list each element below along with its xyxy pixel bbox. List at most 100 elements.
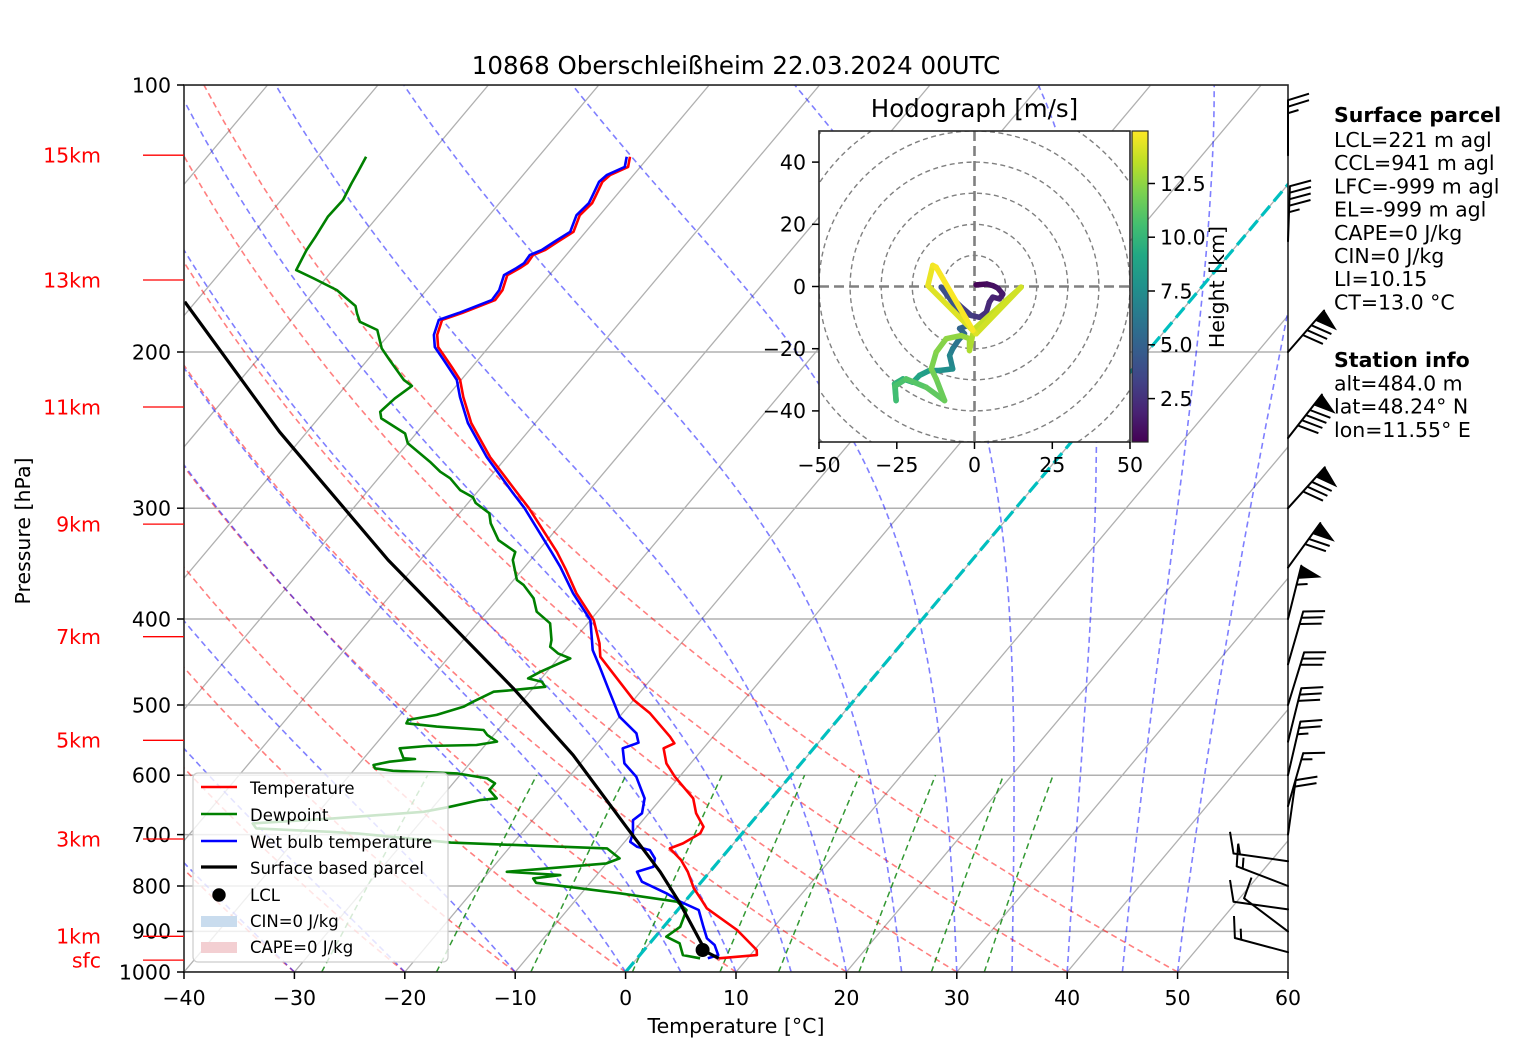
barb-full [1308, 537, 1331, 547]
surface-parcel-value: LFC=-999 m agl [1334, 174, 1500, 198]
hodograph-segment [933, 335, 949, 355]
barb-full [1294, 782, 1317, 788]
dry-adiabat [203, 85, 1178, 972]
barb-full [1297, 424, 1319, 435]
x-tick-label: 60 [1275, 986, 1301, 1010]
surface-parcel-value: CAPE=0 J/kg [1334, 221, 1462, 245]
barb-full [1243, 877, 1253, 899]
wind-barb [1243, 877, 1289, 933]
wind-barb [1287, 775, 1318, 836]
x-tick-label: 10 [723, 986, 749, 1010]
hodograph-segment [933, 376, 948, 404]
dry-adiabat [184, 565, 627, 972]
hodograph-title: Hodograph [m/s] [871, 94, 1078, 123]
isotherm-line [1066, 708, 1288, 972]
legend-label: Wet bulb temperature [250, 833, 432, 852]
surface-parcel-value: CT=13.0 °C [1334, 290, 1455, 314]
legend-label: Temperature [249, 779, 355, 798]
wind-barb [1287, 719, 1323, 777]
station-info-value: alt=484.0 m [1334, 371, 1463, 395]
hodograph-y-tick-label: −20 [763, 337, 806, 361]
barb-staff [1243, 897, 1289, 933]
dry-adiabat [184, 154, 1068, 972]
barb-full [1301, 419, 1323, 429]
colorbar-tick-label: 5.0 [1160, 333, 1193, 357]
barb-staff [1287, 651, 1306, 706]
wind-barb [1287, 309, 1337, 353]
x-tick-label: 20 [833, 986, 859, 1010]
wet-bulb-profile [432, 156, 720, 960]
barb-full [1289, 179, 1312, 188]
hodograph-x-tick-label: 25 [1039, 453, 1065, 477]
moist-adiabat [184, 463, 627, 972]
mixing-ratio-line [777, 774, 861, 972]
barb-full [1299, 692, 1322, 696]
moist-adiabats [184, 85, 1288, 972]
barb-full [1305, 414, 1327, 424]
barb-full [1306, 485, 1328, 497]
isotherm-line [184, 85, 379, 317]
barb-half [1239, 928, 1243, 940]
barb-staff [1287, 687, 1303, 743]
legend-item-parcel: Surface based parcel [201, 859, 424, 878]
y-tick-label: 200 [132, 340, 171, 364]
height-label: 3km [56, 827, 101, 851]
isotherm-line [184, 85, 489, 448]
barb-full [1289, 192, 1311, 201]
hodograph-segment [933, 264, 976, 334]
height-label: 9km [56, 512, 101, 536]
height-label: 11km [43, 395, 101, 419]
height-label: 7km [56, 625, 101, 649]
moist-adiabat [1176, 307, 1288, 972]
barb-staff [1232, 852, 1289, 863]
legend-label: Surface based parcel [250, 859, 424, 878]
barb-full [1229, 831, 1235, 854]
barb-staff [1287, 185, 1291, 243]
legend-label: Dewpoint [250, 806, 329, 825]
mixing-ratio-line [435, 774, 538, 972]
barb-half [1297, 732, 1309, 736]
barb-flag [1311, 522, 1335, 542]
barb-full [1287, 99, 1310, 108]
colorbar: 2.5 5.0 7.5 10.0 12.5 Height [km] [1131, 130, 1229, 443]
barb-full [1304, 543, 1327, 553]
barb-full [1298, 725, 1321, 729]
mixing-ratio-line [983, 774, 1054, 972]
colorbar-ticks: 2.5 5.0 7.5 10.0 12.5 [1148, 172, 1206, 411]
moist-adiabat [184, 619, 516, 972]
legend-patch [201, 916, 237, 927]
moist-adiabat [184, 98, 792, 972]
wind-barb [1233, 915, 1289, 954]
hodograph-x-tick-label: −50 [797, 453, 840, 477]
colorbar-gradient [1131, 130, 1149, 443]
height-label: 5km [56, 729, 101, 753]
x-tick-label: 0 [619, 986, 632, 1010]
y-tick-label: 800 [132, 874, 171, 898]
x-tick-label: 30 [944, 986, 970, 1010]
legend-label: LCL [250, 886, 281, 905]
moist-adiabat [403, 85, 903, 972]
y-tick-label: 400 [132, 607, 171, 631]
y-tick-label: 500 [132, 693, 171, 717]
lcl-marker [695, 943, 710, 957]
barb-flag [1314, 309, 1337, 331]
barb-full [1233, 915, 1236, 939]
legend-item-wet-bulb: Wet bulb temperature [201, 833, 432, 852]
isotherm-line [956, 577, 1288, 972]
legend-item-dewpoint: Dewpoint [201, 806, 329, 825]
x-tick-label: 50 [1165, 986, 1191, 1010]
barb-full [1229, 879, 1235, 902]
isotherm-line [184, 85, 710, 711]
height-label: 1km [56, 925, 101, 949]
isotherm-line [845, 445, 1288, 972]
y-tick-label: 1000 [119, 960, 171, 984]
legend-label: CAPE=0 J/kg [250, 938, 353, 957]
height-label: 13km [43, 268, 101, 292]
hodograph-x-tick-label: 0 [968, 453, 981, 477]
hodograph-ticks: −50 −25 0 25 50 −40 −20 0 20 40 [763, 150, 1143, 477]
legend-item-cin: CIN=0 J/kg [201, 912, 339, 931]
height-label: 15km [43, 144, 101, 168]
barb-flag [1297, 564, 1322, 579]
wind-barb [1287, 686, 1324, 743]
